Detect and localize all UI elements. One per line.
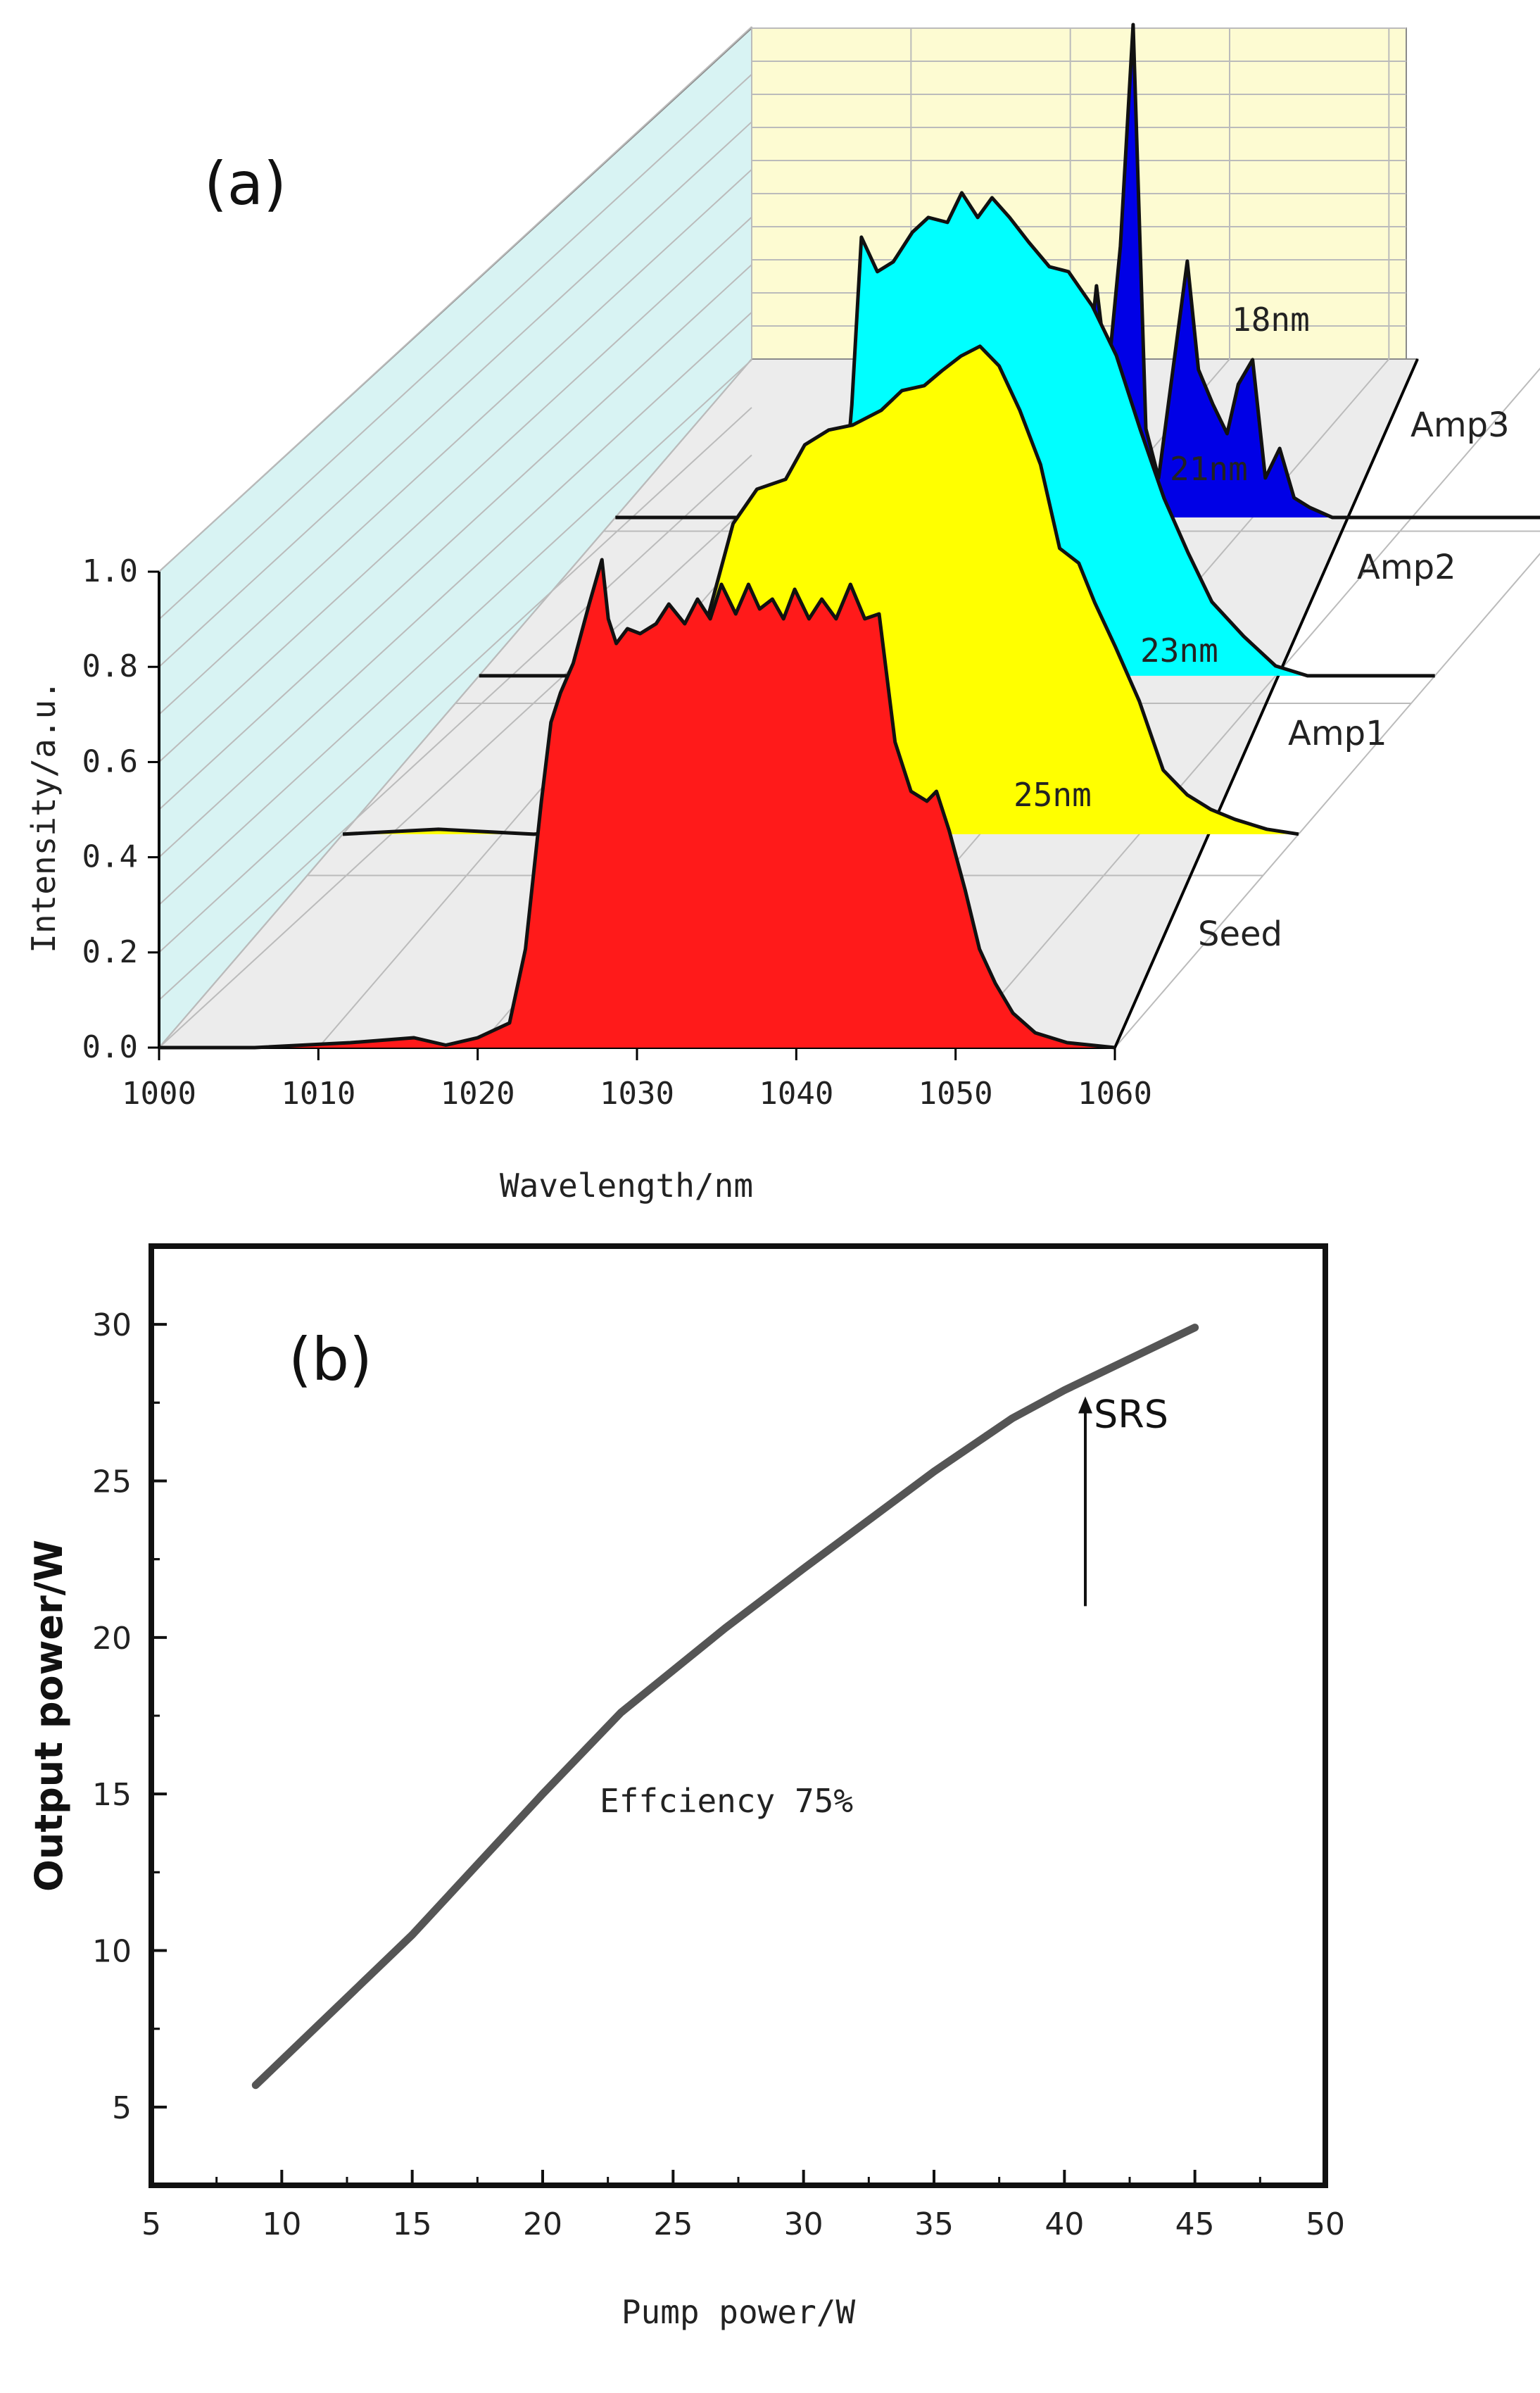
panel-a-3d-spectra: 1000 1010 1020 1030 1040 1050 1060 0.0 0.2 0.4 0.6… (25, 23, 1540, 1205)
y-tick-label-a: 0.2 (82, 934, 138, 970)
y-tick-label-a: 0.4 (82, 839, 138, 875)
y-axis-label-b: Output power/W (27, 1540, 71, 1892)
output-power-curve (251, 1324, 1199, 2090)
x-axis-label-b: Pump power/W (621, 2293, 856, 2331)
y-tick-label-b: 15 (92, 1777, 132, 1813)
series-name-amp3: Amp3 (1410, 406, 1510, 445)
spectrum-fill-seed (254, 560, 1115, 1048)
y-axis-label-a: Intensity/a.u. (25, 680, 63, 953)
x-tick-label-b: 15 (393, 2206, 432, 2242)
series-name-amp2: Amp2 (1357, 548, 1456, 587)
y-tick-label-b: 10 (92, 1934, 132, 1970)
x-tick-label-a: 1050 (919, 1076, 993, 1112)
y-tick-label-a: 0.8 (82, 648, 138, 684)
x-tick-label-a: 1000 (122, 1076, 196, 1112)
spectrum-fill-amp1 (343, 346, 1299, 834)
y-tick-label-a: 0.0 (82, 1029, 138, 1065)
srs-label: SRS (1094, 1392, 1168, 1436)
y-tick-label-b: 30 (92, 1307, 132, 1343)
x-tick-label-b: 25 (653, 2206, 693, 2242)
side-grid-line (158, 359, 752, 905)
side-grid-line (158, 169, 752, 715)
side-grid-line (158, 454, 752, 1001)
x-tick-label-b: 45 (1175, 2206, 1215, 2242)
side-grid-line (158, 73, 752, 620)
side-grid-line (158, 264, 752, 810)
series-name-seed: Seed (1198, 915, 1282, 954)
x-tick-label-b: 35 (914, 2206, 954, 2242)
spectrum-line-amp3 (615, 23, 1540, 520)
side-grid-line (158, 26, 752, 572)
y-tick-label-b: 5 (112, 2090, 132, 2126)
y-tick-label-a: 0.6 (82, 743, 138, 779)
y-tick-label-b: 20 (92, 1621, 132, 1657)
depth-axis (1113, 358, 1419, 1048)
series-name-amp1: Amp1 (1288, 714, 1387, 753)
bandwidth-label-amp3: 18nm (1232, 301, 1310, 339)
x-tick-label-a: 1040 (759, 1076, 833, 1112)
panel-b-label: (b) (289, 1325, 372, 1394)
bandwidth-label-amp1: 23nm (1140, 632, 1218, 670)
x-axis-label-a: Wavelength/nm (500, 1167, 753, 1205)
bandwidth-label-amp2: 21nm (1170, 450, 1248, 488)
side-grid-line (158, 407, 752, 953)
x-tick-label-a: 1060 (1078, 1076, 1152, 1112)
side-grid-line (158, 121, 752, 667)
x-tick-label-a: 1020 (441, 1076, 515, 1112)
y-tick-label-b: 25 (92, 1464, 132, 1500)
spectra-series (159, 23, 1540, 1050)
ticks-a: 1000 1010 1020 1030 1040 1050 1060 0.0 0.2 0.4 0.6… (82, 553, 1152, 1112)
panel-b-line-chart: 5 10 15 20 25 30 35 40 45 50 5 10 15 20 25 30 SRS (b) E… (27, 1243, 1345, 2331)
x-tick-label-b: 40 (1044, 2206, 1084, 2242)
side-grid-line (158, 216, 752, 763)
side-grid-line (158, 502, 752, 1048)
panel-a-label: (a) (204, 149, 286, 218)
srs-arrowhead (1078, 1396, 1092, 1414)
x-tick-label-a: 1030 (600, 1076, 674, 1112)
x-tick-label-a: 1010 (281, 1076, 355, 1112)
bandwidth-label-seed: 25nm (1014, 776, 1092, 814)
spectrum-line-seed (159, 558, 1116, 1050)
spectrum-line-amp2 (479, 191, 1435, 678)
x-tick-label-b: 20 (523, 2206, 562, 2242)
x-tick-label-b: 30 (784, 2206, 823, 2242)
y-tick-label-a: 1.0 (82, 553, 138, 589)
x-tick-label-b: 10 (262, 2206, 301, 2242)
efficiency-label: Effciency 75% (600, 1782, 853, 1820)
ticks-b: 5 10 15 20 25 30 35 40 45 50 5 10 15 20 25 30 (92, 1307, 1345, 2242)
x-tick-label-b: 50 (1306, 2206, 1345, 2242)
side-grid-line (158, 311, 752, 858)
x-tick-label-b: 5 (141, 2206, 161, 2242)
